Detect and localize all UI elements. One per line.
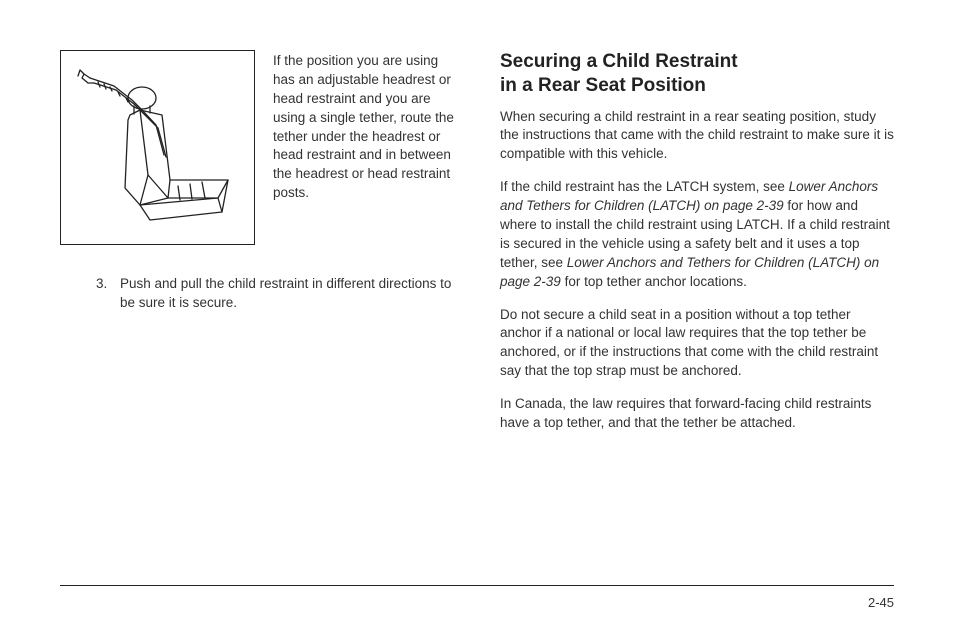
page-content: If the position you are using has an adj…: [0, 0, 954, 447]
heading-line-1: Securing a Child Restraint: [500, 51, 738, 72]
footer-divider: [60, 585, 894, 586]
paragraph-2: If the child restraint has the LATCH sys…: [500, 178, 894, 291]
para2-before: If the child restraint has the LATCH sys…: [500, 179, 789, 194]
paragraph-1: When securing a child restraint in a rea…: [500, 108, 894, 165]
page-number: 2-45: [868, 595, 894, 610]
illustration-caption: If the position you are using has an adj…: [273, 50, 460, 203]
paragraph-4: In Canada, the law requires that forward…: [500, 395, 894, 433]
seat-tether-svg: [70, 60, 245, 235]
left-column: If the position you are using has an adj…: [60, 50, 460, 447]
step-text: Push and pull the child restraint in dif…: [120, 276, 451, 310]
seat-tether-illustration: [60, 50, 255, 245]
instruction-step-list: 3. Push and pull the child restraint in …: [60, 275, 460, 313]
illustration-row: If the position you are using has an adj…: [60, 50, 460, 245]
section-heading: Securing a Child Restraint in a Rear Sea…: [500, 50, 894, 98]
heading-line-2: in a Rear Seat Position: [500, 75, 706, 96]
paragraph-3: Do not secure a child seat in a position…: [500, 306, 894, 382]
step-number: 3.: [96, 275, 107, 294]
para2-after: for top tether anchor locations.: [561, 274, 747, 289]
right-column: Securing a Child Restraint in a Rear Sea…: [500, 50, 894, 447]
step-item-3: 3. Push and pull the child restraint in …: [100, 275, 460, 313]
